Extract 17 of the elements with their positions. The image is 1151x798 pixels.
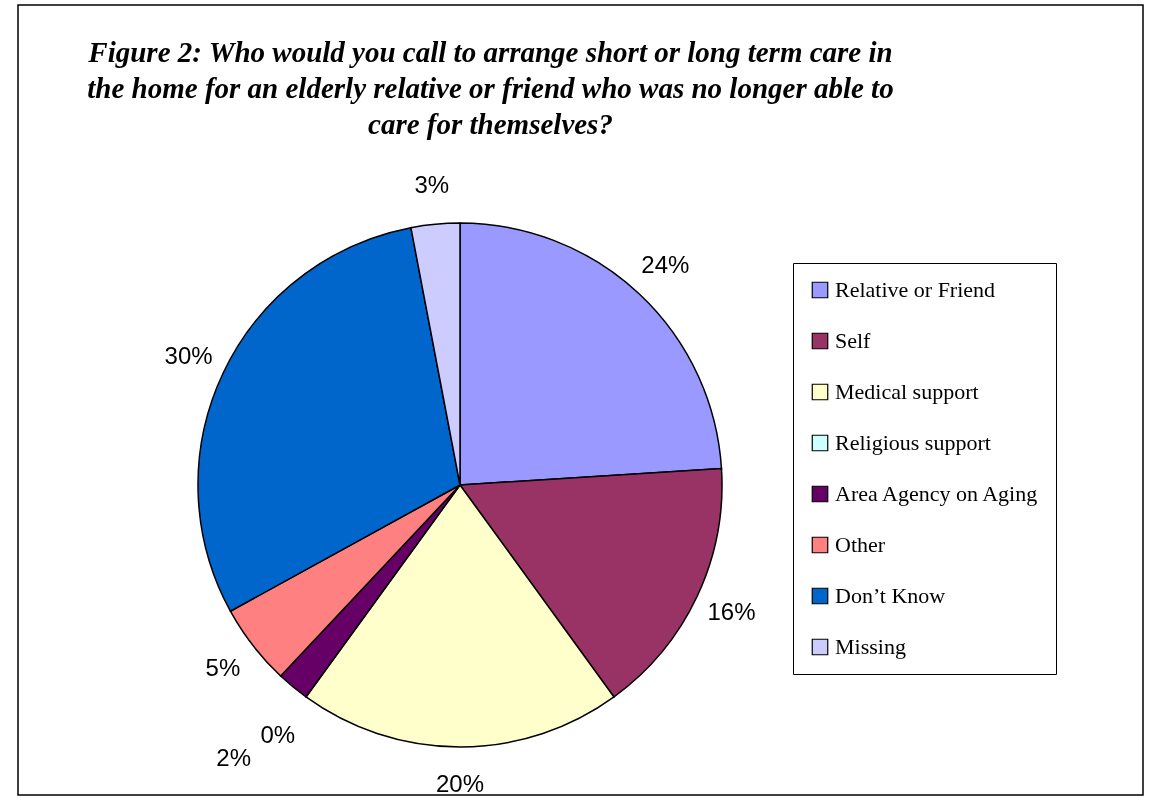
data-label: 16%	[707, 597, 756, 625]
legend-label: Other	[835, 532, 886, 557]
chart-title: Figure 2: Who would you call to arrange short or long term care in the home for an elderly relative or friend who was no longer able to care for themselves?	[87, 36, 894, 140]
data-label: 24%	[641, 251, 690, 279]
legend-label: Missing	[835, 634, 906, 659]
legend-label: Self	[835, 328, 872, 353]
data-label: 3%	[414, 171, 450, 199]
data-label: 20%	[435, 770, 485, 797]
data-label: 2%	[216, 743, 252, 771]
legend-label: Medical support	[835, 379, 979, 404]
legend-label: Don’t Know	[835, 583, 946, 608]
text: 0%	[260, 720, 296, 748]
data-label: 5%	[205, 653, 241, 681]
legend-label: Area Agency on Aging	[835, 481, 1038, 506]
legend-label: Religious support	[835, 430, 991, 455]
data-label: 30%	[164, 342, 213, 370]
legend-label: Relative or Friend	[835, 277, 996, 302]
